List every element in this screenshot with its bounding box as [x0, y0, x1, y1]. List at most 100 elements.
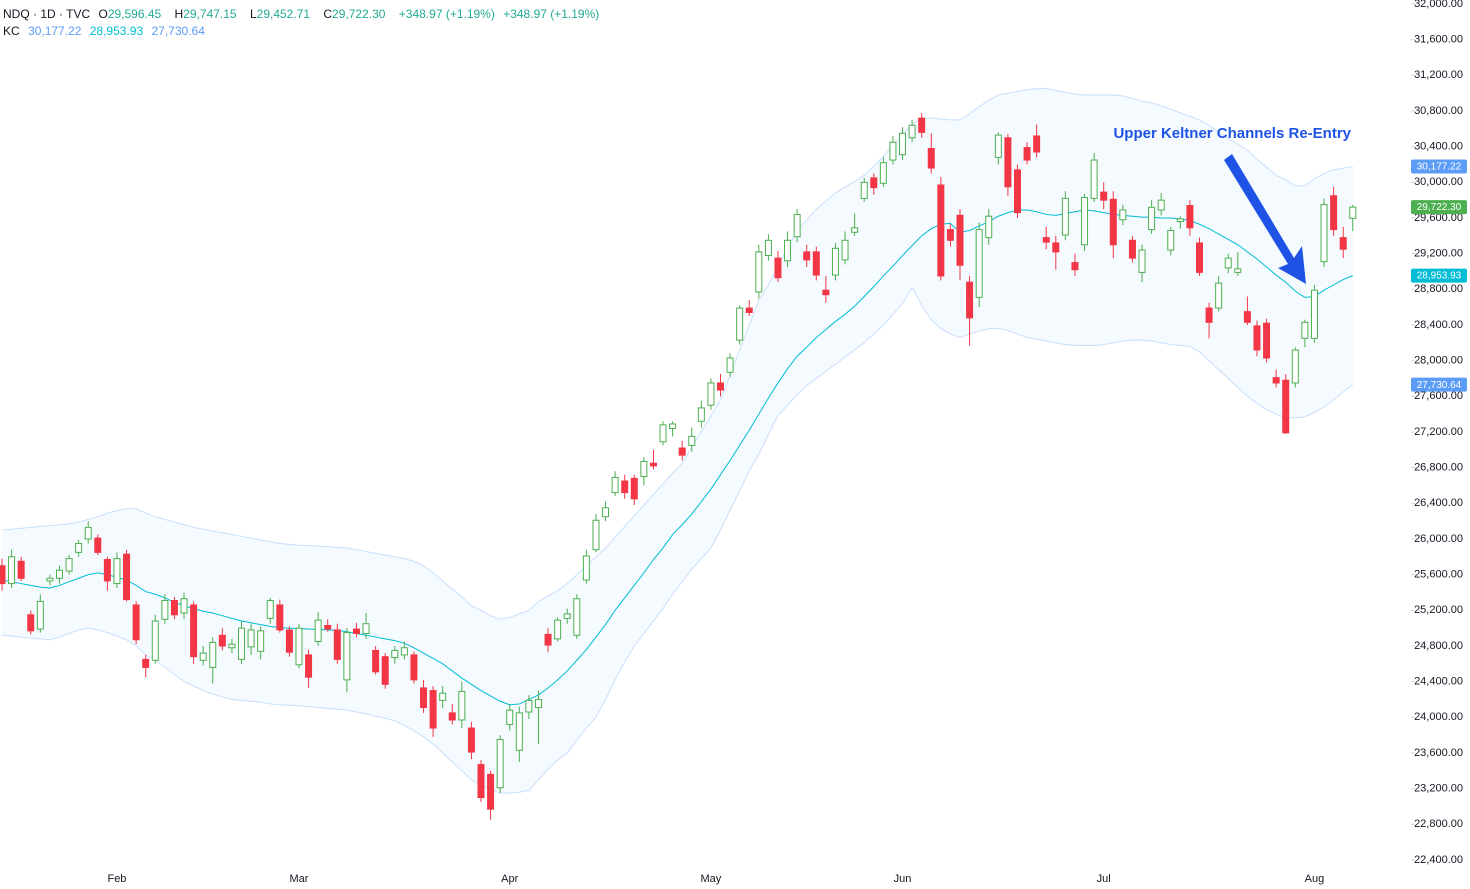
y-tick-label: 31,600.00	[1414, 34, 1463, 46]
y-tick-label: 30,400.00	[1414, 141, 1463, 153]
y-tick-label: 26,800.00	[1414, 462, 1463, 474]
ohlc-value: 29,596.45	[107, 7, 162, 21]
x-tick-label: Feb	[107, 873, 126, 885]
candle-body	[352, 628, 360, 635]
candle-body	[937, 184, 945, 277]
candle-body	[1004, 137, 1012, 188]
ohlc-close: C29,722.30	[323, 7, 390, 21]
price-tag-label: 30,177.22	[1417, 162, 1462, 173]
candle-body	[899, 132, 907, 156]
candle-body	[400, 647, 408, 656]
candle-body	[1167, 229, 1175, 251]
candle-body	[84, 526, 92, 540]
y-tick-label: 24,800.00	[1414, 640, 1463, 652]
candle-body	[496, 739, 504, 789]
candle-body	[1272, 377, 1280, 384]
y-tick-label: 25,600.00	[1414, 569, 1463, 581]
y-tick-label: 28,000.00	[1414, 355, 1463, 367]
candle-body	[199, 652, 207, 661]
candle-body	[822, 289, 830, 296]
candle-body	[75, 542, 83, 553]
candle-body	[343, 632, 351, 681]
candle-body	[860, 181, 868, 199]
price-tag	[1411, 200, 1467, 215]
candle-body	[851, 227, 859, 233]
candle-body	[477, 764, 485, 799]
y-tick-label: 29,600.00	[1414, 212, 1463, 224]
channel-line	[1, 87, 1353, 620]
candle-body	[592, 519, 600, 551]
candle-body	[582, 555, 590, 581]
candle-body	[1263, 322, 1271, 359]
candle-body	[36, 600, 44, 630]
y-tick-label: 28,800.00	[1414, 283, 1463, 295]
ohlc-open: O29,596.45	[98, 7, 166, 21]
y-tick-label: 27,200.00	[1414, 426, 1463, 438]
candle-body	[1128, 239, 1136, 259]
indicator: KC	[3, 24, 20, 38]
ohlc-label: O	[98, 7, 108, 21]
candle-body	[113, 558, 121, 585]
candle-body	[1119, 209, 1127, 221]
candle-body	[544, 633, 552, 646]
candle-body	[554, 619, 562, 640]
candle-body	[1196, 242, 1203, 273]
change: +348.97 (+1.19%)	[503, 7, 600, 21]
indicator-value: 27,730.64	[151, 24, 205, 38]
candle-body	[458, 690, 466, 721]
candle-body	[324, 624, 332, 630]
y-tick-label: 22,800.00	[1414, 818, 1463, 830]
candle-body	[870, 177, 878, 189]
candle-body	[908, 124, 916, 139]
candle-body	[228, 643, 236, 649]
candle-body	[333, 629, 341, 660]
y-tick-label: 22,400.00	[1414, 854, 1463, 866]
y-tick-label: 23,600.00	[1414, 747, 1463, 759]
channel-line	[1, 209, 1353, 706]
candle-body	[515, 712, 523, 751]
candle-body	[170, 600, 178, 616]
candle-body	[784, 239, 792, 262]
candle-body	[1215, 282, 1223, 309]
candle-body	[697, 407, 705, 422]
legend: NDQ · 1D · TVC O29,596.45 H29,747.15 L29…	[3, 6, 604, 40]
candle-body	[1349, 206, 1357, 219]
candle-body	[46, 577, 54, 582]
ohlc-label: C	[323, 7, 333, 21]
candle-body	[448, 712, 456, 721]
candle-body	[161, 600, 169, 620]
candle-body	[439, 692, 447, 701]
candle-body	[55, 569, 63, 579]
x-tick-label: Apr	[501, 873, 518, 885]
price-tag	[1411, 377, 1467, 392]
y-tick-label: 32,000.00	[1414, 0, 1463, 10]
channel	[1, 87, 1354, 794]
candle-body	[879, 162, 887, 184]
candle-body	[736, 307, 744, 341]
candle-body	[602, 507, 610, 518]
y-tick-label: 26,000.00	[1414, 533, 1463, 545]
candle-body	[621, 480, 629, 494]
candle-body	[1186, 205, 1194, 229]
price-axis: 22,400.00 22,800.00 23,200.00 23,600.00 24,0…	[107, 0, 1467, 885]
price-tag-label: 29,722.30	[1417, 202, 1462, 213]
ohlc-label: L	[249, 7, 257, 21]
candle-body	[889, 141, 897, 161]
y-tick-label: 26,400.00	[1414, 497, 1463, 509]
symbol-line: NDQ · 1D · TVC O29,596.45 H29,747.15 L29…	[3, 6, 604, 23]
candle-body	[1148, 206, 1156, 231]
ohlc-value: 29,747.15	[183, 7, 237, 21]
candle-body	[151, 620, 159, 661]
candle-body	[8, 556, 16, 585]
candle-body	[841, 239, 849, 261]
ohlc-value: 29,722.30	[332, 7, 386, 21]
y-tick-label: 25,200.00	[1414, 604, 1463, 616]
candle-body	[927, 147, 935, 169]
candle-body	[966, 281, 974, 319]
candle-body	[1282, 379, 1290, 434]
candle-body	[1234, 268, 1242, 273]
candle-body	[688, 435, 696, 446]
ohlc-low: L29,452.71	[250, 7, 315, 21]
candle-body	[946, 229, 954, 241]
